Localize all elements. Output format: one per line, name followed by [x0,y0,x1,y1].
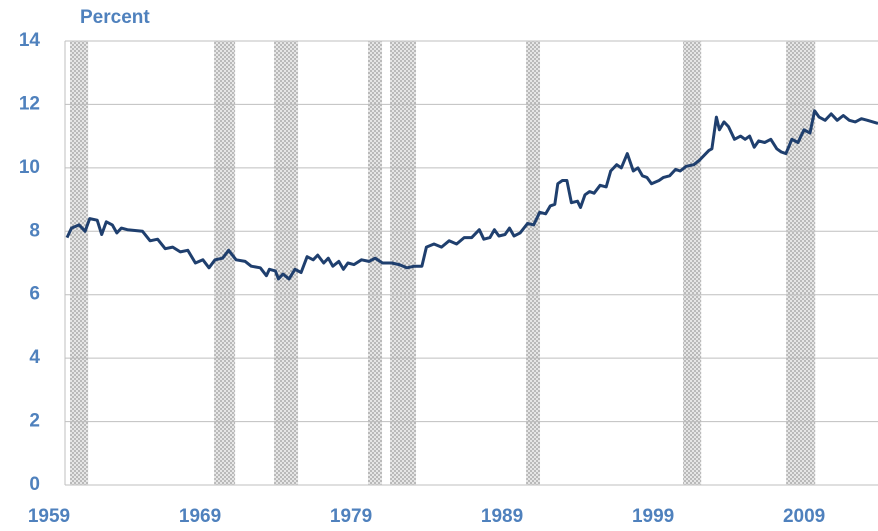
y-tick-label: 6 [29,284,40,305]
x-tick-label: 1959 [28,506,70,527]
x-tick-label: 1979 [330,506,372,527]
y-tick-label: 0 [29,474,40,495]
x-tick-label: 1999 [632,506,674,527]
y-tick-label: 2 [29,411,40,432]
recession-band [214,41,236,485]
y-tick-label: 14 [19,30,41,51]
y-axis-label: Percent [80,7,150,28]
y-tick-label: 8 [29,220,40,241]
recession-band [70,41,89,485]
data-line [65,109,878,281]
y-tick-label: 12 [19,93,40,114]
recession-band [526,41,541,485]
recession-band [367,41,383,485]
y-tick-label: 4 [29,347,40,368]
recession-band [786,41,816,485]
x-tick-label: 2009 [783,506,825,527]
recession-band [683,41,702,485]
y-tick-label: 10 [19,157,40,178]
recession-band [274,41,299,485]
x-tick-label: 1989 [481,506,523,527]
x-tick-label: 1969 [179,506,221,527]
